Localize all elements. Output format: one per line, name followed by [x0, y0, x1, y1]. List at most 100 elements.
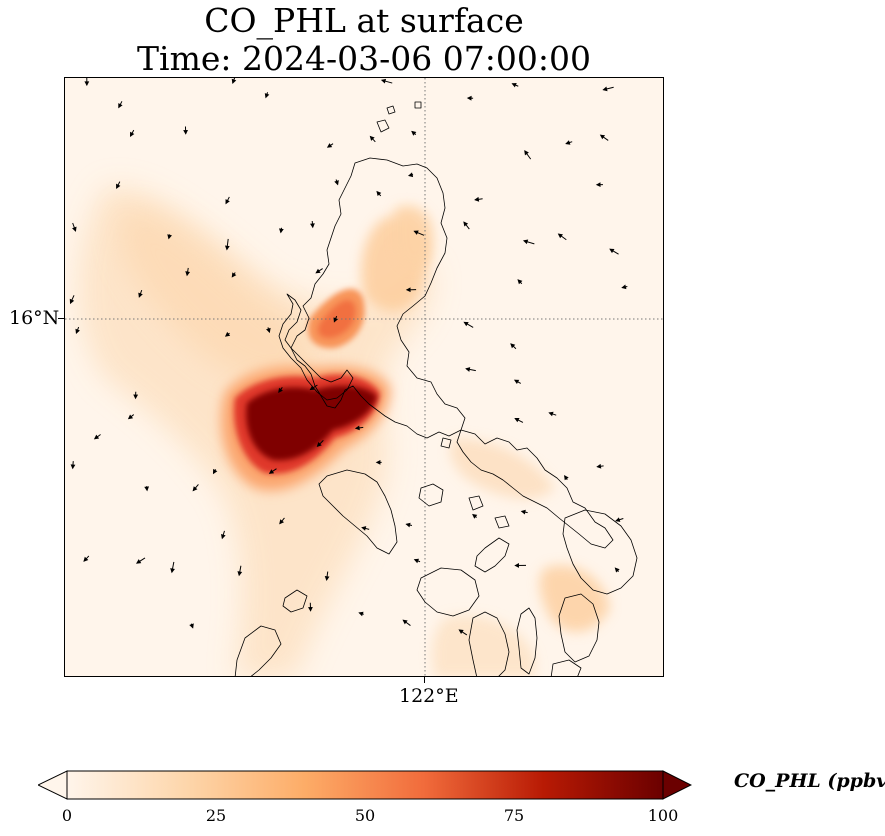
wind-arrow-head [458, 629, 464, 635]
wind-arrow-head [621, 284, 627, 290]
wind-arrow-head [326, 143, 333, 148]
wind-arrow-head [183, 129, 188, 135]
wind-arrow-head [324, 575, 330, 581]
coastline-mindoro [318, 469, 398, 555]
colorbar-extend-high [662, 770, 692, 800]
wind-arrow-head [596, 463, 602, 469]
gridlines [65, 78, 663, 676]
wind-arrow-head [224, 245, 230, 251]
wind-arrow-head [524, 150, 529, 156]
wind-arrow-head [167, 234, 172, 240]
wind-arrow-head [413, 230, 419, 235]
wind-arrow-head [127, 414, 134, 420]
wind-arrow-head [375, 459, 381, 465]
wind-arrow-head [333, 317, 338, 323]
coastline-babuyan-2 [386, 105, 396, 115]
colorbar-gradient [66, 770, 664, 800]
coastline-luzon [290, 157, 466, 439]
wind-arrow-head [144, 486, 150, 492]
plume-south-west [432, 615, 535, 676]
lon-tick-mark [424, 677, 425, 683]
wind-arrow-head [224, 331, 231, 337]
coastline-bohol [550, 659, 582, 676]
wind-arrow-head [279, 519, 285, 525]
lat-tick-mark [58, 318, 64, 319]
coastline-leyte [558, 593, 600, 663]
wind-arrow-head [138, 292, 143, 298]
wind-arrow-head [185, 271, 191, 277]
wind-arrow-head [279, 228, 284, 234]
coastline-island-1 [440, 437, 452, 449]
wind-arrow-head [513, 379, 520, 385]
wind-arrow-head [369, 135, 375, 141]
wind-arrow-head [69, 298, 75, 305]
coastline-babuyan-3 [414, 101, 422, 109]
plume-west [119, 208, 313, 386]
wind-arrow-head [231, 272, 237, 278]
coastline-negros [468, 611, 510, 676]
wind-arrow-head [231, 78, 237, 84]
wind-arrow-head [463, 221, 469, 227]
wind-arrow-head [70, 464, 76, 470]
wind-arrow-head [268, 469, 275, 474]
wind-arrow-head [514, 418, 520, 423]
coastlines [234, 101, 638, 676]
coastline-calamian [282, 589, 308, 613]
wind-arrow-head [602, 86, 608, 92]
wind-arrow-head [308, 606, 313, 612]
map-panel[interactable] [64, 77, 664, 677]
wind-arrow-head [557, 233, 563, 239]
wind-arrow-head [614, 567, 620, 573]
hotspot-manila-core [246, 385, 377, 461]
wind-arrow-head [517, 279, 523, 285]
coastline-marinduque [418, 483, 444, 507]
wind-arrow-head [358, 611, 364, 617]
wind-arrow-head [309, 385, 315, 391]
wind-arrow-head [75, 328, 80, 335]
wind-arrow-head [278, 387, 283, 393]
wind-arrow-head [83, 556, 89, 562]
wind-arrow-head [405, 522, 411, 528]
wind-vectors [69, 78, 628, 636]
wind-arrow-head [189, 623, 194, 629]
wind-arrow-head [511, 82, 517, 88]
wind-arrow-head [407, 172, 414, 178]
colorbar [38, 770, 692, 800]
co-concentration-field [65, 78, 663, 676]
wind-arrow-head [615, 517, 621, 522]
wind-arrow-head [133, 394, 139, 400]
plume-south-east [539, 565, 610, 632]
wind-arrow-head [510, 343, 516, 349]
wind-arrow-head [376, 190, 382, 196]
wind-arrow-head [565, 140, 571, 145]
wind-arrow-head [380, 78, 387, 84]
wind-arrow-head [520, 509, 526, 515]
colorbar-tick-label: 25 [205, 806, 227, 825]
plume-ne [395, 205, 434, 269]
wind-arrow-head [116, 183, 121, 189]
wind-arrow-head [465, 367, 471, 372]
wind-arrow-head [225, 199, 230, 205]
wind-arrow-head [595, 182, 601, 188]
wind-arrow-head [310, 223, 315, 229]
coastline-island-2 [468, 495, 484, 511]
colorbar-tick-label: 50 [354, 806, 376, 825]
wind-arrow-head [466, 95, 472, 101]
colorbar-extend-low [38, 770, 68, 800]
map-canvas [65, 78, 663, 676]
coastline-cebu [516, 607, 538, 675]
coastline-samar [562, 509, 638, 595]
colorbar-tick-label: 0 [61, 806, 73, 825]
lat-tick-label: 16°N [9, 307, 60, 329]
wind-arrow-head [402, 619, 408, 625]
map-title-line2: Time: 2024-03-06 07:00:00 [137, 39, 591, 78]
map-title-line1: CO_PHL at surface [204, 1, 524, 40]
coastline-panay [416, 567, 480, 617]
colorbar-tick-label: 100 [647, 806, 679, 825]
coastline-island-3 [494, 515, 510, 529]
lon-tick-label: 122°E [399, 685, 459, 707]
coastline-babuyan-1 [376, 119, 390, 133]
coastline-masbate [474, 537, 510, 573]
coastline-palawan [234, 625, 282, 676]
wind-arrow-head [84, 81, 90, 87]
